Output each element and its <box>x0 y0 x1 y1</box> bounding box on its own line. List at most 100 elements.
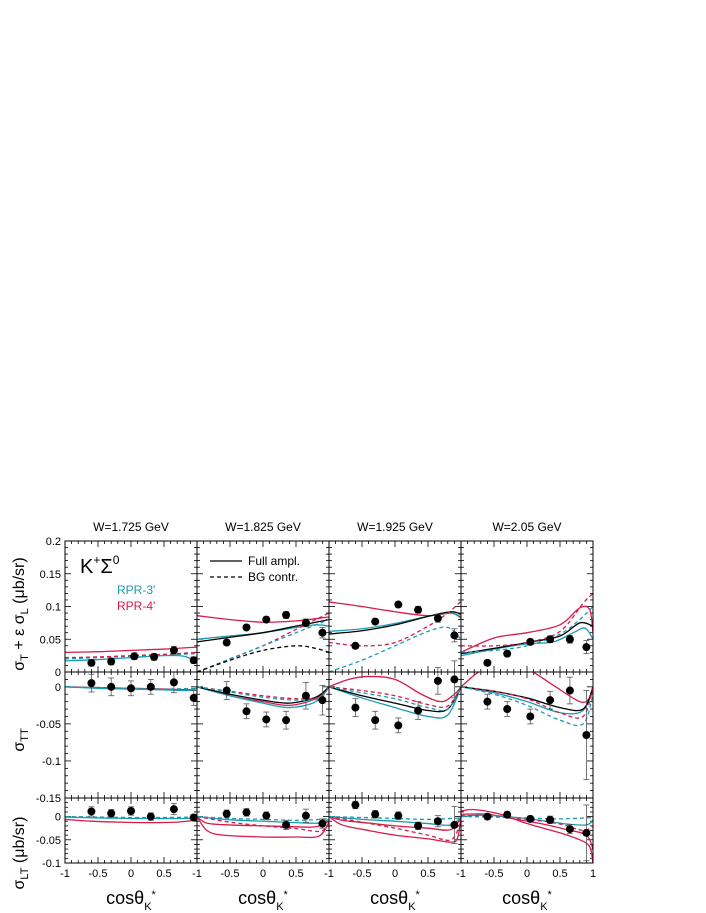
xlabel-col1: cosθK* <box>106 888 156 913</box>
panel-r3-c3 <box>328 797 462 864</box>
panel-r2-c4 <box>460 671 594 799</box>
data-point <box>433 676 442 685</box>
panel-frame <box>328 797 462 864</box>
data-point <box>394 721 403 730</box>
xtick-label: 1 <box>590 868 596 880</box>
data-point <box>546 815 555 824</box>
data-point <box>318 628 327 637</box>
data-point <box>483 812 492 821</box>
xlabel-col4: cosθK* <box>502 888 552 913</box>
data-point <box>450 631 459 640</box>
reaction-label: K+Σ0 <box>80 553 120 578</box>
curve-rpr3-dashed <box>461 606 593 653</box>
data-point <box>150 652 159 661</box>
panel-r2-c1 <box>64 671 198 799</box>
ytick-label: 0 <box>55 682 61 694</box>
xtick-label: 0.5 <box>552 868 567 880</box>
data-point <box>546 696 555 705</box>
curve-rpr3-dashed <box>329 686 461 712</box>
data-point <box>565 825 574 834</box>
legend-bg-contr: BG contr. <box>248 570 298 584</box>
curve-rpr3-solid <box>461 627 593 657</box>
data-point <box>433 817 442 826</box>
curves-group <box>329 675 461 719</box>
xtick-label: -0.5 <box>485 868 504 880</box>
xtick-label: -0.5 <box>221 868 240 880</box>
data-point <box>87 658 96 667</box>
legend-rpr3: RPR-3' <box>117 583 155 597</box>
data-point <box>242 808 251 817</box>
data-point <box>414 706 423 715</box>
data-point <box>582 643 591 652</box>
data-point <box>371 617 380 626</box>
ytick-label: 0.05 <box>40 634 61 646</box>
data-point <box>526 814 535 823</box>
xtick-label: -1 <box>60 868 70 880</box>
data-point <box>107 657 116 666</box>
curve-rpr4-solid <box>329 815 461 831</box>
curves-group <box>197 815 329 839</box>
curve-rpr4-solid <box>329 675 461 703</box>
xlabel-col2: cosθK* <box>238 888 288 913</box>
data-point <box>222 686 231 695</box>
panel-frame <box>460 797 594 864</box>
ytick-label: -0.05 <box>36 835 61 847</box>
ylabel-row1: σT + ε σL (μb/sr) <box>11 557 31 670</box>
data-point <box>127 807 135 815</box>
data-point <box>318 819 327 828</box>
curves-group <box>65 815 197 824</box>
data-point <box>483 697 492 706</box>
data-point <box>242 623 251 632</box>
data-point <box>189 693 198 702</box>
panel-frame <box>328 671 462 799</box>
data-point <box>169 646 178 655</box>
xtick-label: -1 <box>192 868 202 880</box>
curve-bg-dashed <box>197 645 329 672</box>
curve-rpr4-solid <box>329 816 461 843</box>
curve-rpr4-dashed <box>329 815 461 841</box>
ytick-label: -0.1 <box>42 858 61 870</box>
curve-rpr3-dashed <box>197 618 329 672</box>
ytick-label: 0 <box>55 812 61 824</box>
ytick-label: -0.15 <box>36 793 61 805</box>
data-point <box>414 605 423 614</box>
data-point <box>242 707 251 716</box>
data-point <box>262 811 271 820</box>
data-point <box>503 810 512 819</box>
column-title-1: W=1.725 GeV <box>93 520 169 534</box>
svg-text:σLT (μb/sr): σLT (μb/sr) <box>11 817 31 890</box>
curve-rpr4-dashed <box>197 815 329 833</box>
svg-text:σT + ε σL (μb/sr): σT + ε σL (μb/sr) <box>11 557 31 670</box>
data-point <box>371 716 380 725</box>
curve-bg-solid <box>461 621 593 655</box>
panel-r1-c3 <box>328 540 462 673</box>
column-title-4: W=2.05 GeV <box>492 520 561 534</box>
data-point <box>189 656 198 665</box>
panel-r3-c1 <box>64 797 198 864</box>
ytick-label: 0 <box>55 667 61 679</box>
data-point <box>222 638 231 647</box>
xtick-label: 0.5 <box>420 868 435 880</box>
panel-r2-c3 <box>328 660 462 799</box>
curve-rpr3-dashed <box>65 815 197 819</box>
curve-rpr4-solid <box>461 605 593 653</box>
data-point <box>394 811 403 820</box>
data-point <box>262 715 271 724</box>
curve-bg-solid <box>329 686 461 713</box>
data-point <box>318 696 327 705</box>
data-point <box>107 809 116 818</box>
curve-rpr4-dashed <box>461 592 593 647</box>
xtick-label: -1 <box>324 868 334 880</box>
data-point <box>546 635 555 644</box>
data-point <box>351 703 360 712</box>
curve-rpr4-solid <box>461 808 593 863</box>
data-point <box>127 684 135 693</box>
panels-layer: 0 0.05 0.1 0.15 0.2 -0.15 -0.1 -0.05 0 -0.1 -0.05 0… <box>36 536 596 880</box>
curve-rpr3-dashed <box>461 686 593 727</box>
data-point <box>371 810 380 819</box>
xtick-label: -1 <box>456 868 466 880</box>
panel-r3-c4 <box>460 797 594 864</box>
curve-rpr4-dashed <box>461 686 593 719</box>
data-point <box>107 682 116 691</box>
